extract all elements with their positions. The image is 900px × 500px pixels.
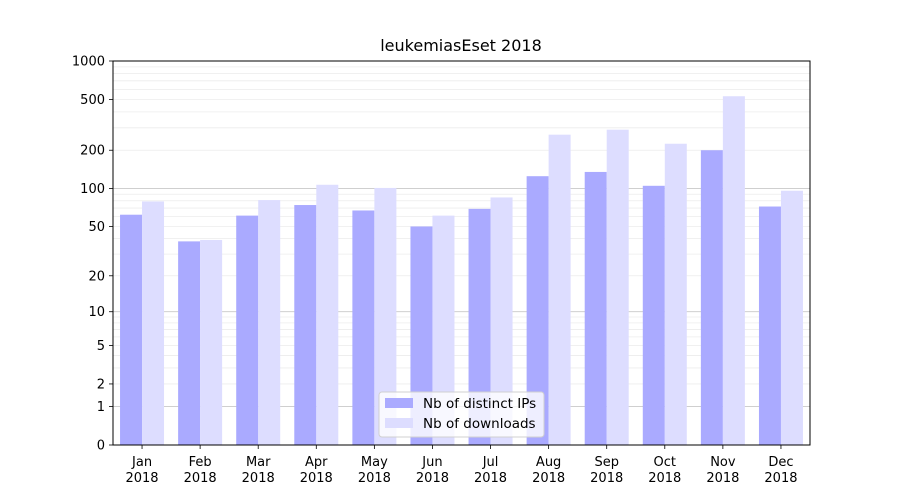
bar-distinct-ips-9 <box>642 185 665 446</box>
bar-distinct-ips-5 <box>410 226 433 445</box>
x-tick-label: Jan 2018 <box>125 455 158 486</box>
bar-distinct-ips-1 <box>178 241 201 445</box>
bar-downloads-4 <box>374 187 397 445</box>
bar-distinct-ips-3 <box>294 205 317 445</box>
x-tick-label: May 2018 <box>358 455 391 486</box>
axes: Jan 2018 Feb 2018 Mar 2018 Apr 2018 May 2018 Jun 20… <box>72 55 811 486</box>
x-tick-label: Mar 2018 <box>242 455 275 486</box>
x-tick-label: Oct 2018 <box>648 455 681 486</box>
y-tick-label: 10 <box>88 305 105 320</box>
bars <box>120 96 803 446</box>
legend: Nb of distinct IPs Nb of downloads <box>378 391 545 438</box>
bar-downloads-11 <box>780 190 803 445</box>
bar-downloads-6 <box>490 197 513 445</box>
legend-label: Nb of distinct IPs <box>423 396 536 412</box>
bar-distinct-ips-4 <box>352 210 375 445</box>
x-tick-label: Feb 2018 <box>184 455 217 486</box>
x-tick-label: Sep 2018 <box>590 455 623 486</box>
bar-distinct-ips-7 <box>526 176 549 445</box>
bar-downloads-1 <box>200 239 223 445</box>
bar-distinct-ips-6 <box>468 208 491 445</box>
x-tick-label: Jun 2018 <box>416 455 449 486</box>
x-tick-label: Aug 2018 <box>532 455 565 486</box>
bar-downloads-0 <box>142 201 165 445</box>
x-tick-label: Dec 2018 <box>764 455 797 486</box>
y-tick-label: 0 <box>97 439 105 454</box>
y-tick-label: 1 <box>97 400 105 415</box>
y-tick-label: 5 <box>97 339 105 354</box>
y-tick-label: 200 <box>80 144 105 159</box>
legend-swatch <box>385 398 413 408</box>
y-tick-label: 50 <box>88 220 105 235</box>
bar-distinct-ips-2 <box>236 215 259 445</box>
bar-downloads-8 <box>606 129 629 445</box>
bar-downloads-9 <box>664 143 687 445</box>
legend-label: Nb of downloads <box>423 416 536 432</box>
bar-distinct-ips-8 <box>584 171 607 445</box>
y-tick-label: 20 <box>88 269 105 284</box>
legend-swatch <box>385 418 413 428</box>
y-tick-label: 1000 <box>72 55 105 70</box>
bar-downloads-5 <box>432 215 455 445</box>
bar-distinct-ips-0 <box>120 214 143 445</box>
bar-downloads-2 <box>258 200 281 445</box>
x-tick-label: Nov 2018 <box>706 455 739 486</box>
x-tick-label: Jul 2018 <box>474 455 507 486</box>
bar-distinct-ips-10 <box>700 150 723 445</box>
bar-downloads-3 <box>316 184 339 446</box>
bar-downloads-10 <box>722 96 745 445</box>
plot-frame <box>112 60 811 446</box>
y-tick-label: 500 <box>80 93 105 108</box>
legend-box <box>378 391 545 438</box>
x-tick-label: Apr 2018 <box>300 455 333 486</box>
y-tick-label: 2 <box>97 377 105 392</box>
bar-distinct-ips-11 <box>758 206 781 445</box>
chart-title: leukemiasEset 2018 <box>380 36 542 55</box>
bar-downloads-7 <box>548 134 571 446</box>
y-tick-label: 100 <box>80 182 105 197</box>
